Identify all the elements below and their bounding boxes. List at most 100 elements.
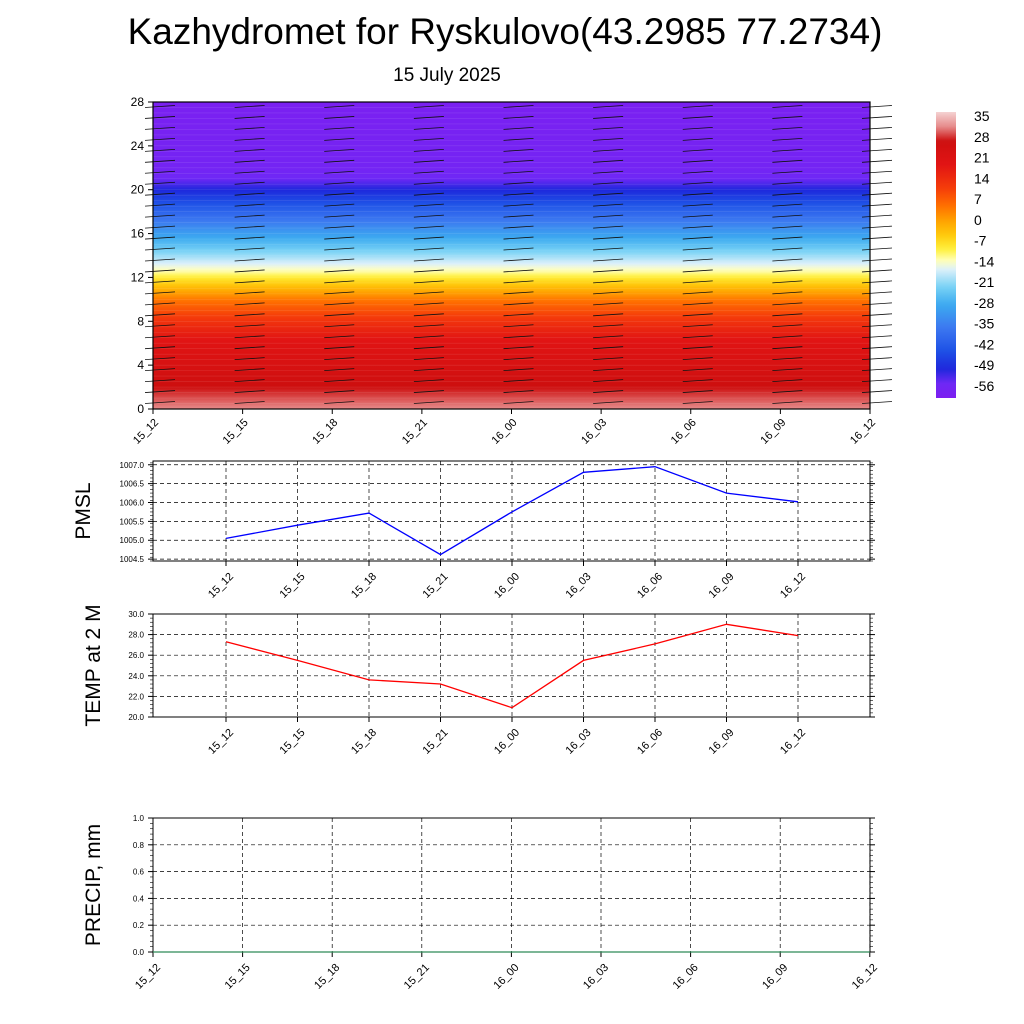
wind-barb [413, 181, 444, 185]
wind-barb [413, 159, 444, 163]
wind-barb [772, 236, 803, 240]
wind-barb [682, 346, 713, 350]
wind-barb [861, 203, 893, 207]
wind-barb [413, 368, 444, 372]
wind-barb [144, 116, 176, 119]
wind-barb [503, 214, 534, 218]
y-tick-label: 0.4 [133, 894, 145, 903]
wind-barb [503, 269, 534, 273]
wind-barb [324, 148, 355, 152]
x-tick-label: 15_15 [221, 417, 251, 447]
wind-barb [682, 181, 713, 185]
wind-barb [324, 291, 355, 295]
wind-barb [682, 324, 713, 328]
wind-barb [503, 313, 534, 317]
y-tick-label: 24.0 [128, 672, 144, 681]
colorbar-label: -14 [974, 253, 994, 269]
line-panel: 1004.5 1005.0 1005.5 1006.0 1006.5 1007.0 15_1… [72, 460, 875, 601]
wind-barb [861, 170, 893, 174]
x-tick-label: 16_12 [778, 571, 808, 601]
wind-barb [144, 170, 176, 174]
wind-barb [324, 214, 355, 218]
line-panel: 20.0 22.0 24.0 26.0 28.0 30.0 15_12 15_15 15_18 1… [82, 604, 875, 757]
wind-barb [324, 379, 355, 382]
x-tick-label: 16_12 [778, 727, 808, 757]
wind-barb [861, 148, 893, 152]
x-tick-label: 16_03 [564, 727, 594, 757]
wind-barb [144, 192, 176, 196]
x-tick-label: 15_21 [421, 571, 451, 601]
wind-barb [682, 269, 713, 273]
wind-barb [593, 379, 624, 382]
wind-barb [144, 247, 176, 251]
wind-barb [861, 390, 893, 393]
wind-barb [593, 401, 624, 404]
wind-barb [682, 280, 713, 284]
wind-barb [413, 192, 444, 196]
wind-barb [682, 192, 713, 196]
x-tick-label: 15_21 [402, 962, 432, 992]
y-tick-label: 8 [137, 314, 144, 328]
wind-barb [593, 116, 624, 119]
wind-barb [324, 225, 355, 229]
wind-barb [861, 258, 893, 262]
wind-barb [772, 225, 803, 229]
wind-barb [682, 116, 713, 119]
wind-barb [234, 116, 265, 119]
wind-barb [413, 236, 444, 240]
wind-barb [503, 181, 534, 185]
wind-barb [413, 105, 444, 108]
wind-barb [772, 346, 803, 350]
wind-barb [144, 401, 176, 404]
wind-barb [324, 390, 355, 393]
x-tick-label: 15_15 [278, 727, 308, 757]
wind-barb [413, 302, 444, 306]
x-tick-label: 16_03 [579, 417, 609, 447]
y-tick-label: 30.0 [128, 610, 144, 619]
x-tick-label: 15_21 [421, 727, 451, 757]
wind-barb [503, 170, 534, 174]
wind-barb [413, 137, 444, 141]
wind-barb [593, 324, 624, 328]
wind-barb [503, 291, 534, 295]
wind-barb [682, 258, 713, 262]
y-tick-label: 0 [137, 402, 144, 416]
wind-barb [324, 137, 355, 141]
wind-barb [413, 335, 444, 339]
heatmap-field [153, 102, 870, 409]
wind-barb [324, 324, 355, 328]
wind-barb [772, 357, 803, 361]
wind-barb [413, 313, 444, 317]
wind-barb [144, 214, 176, 218]
wind-barb [593, 390, 624, 393]
x-tick-label: 16_00 [492, 571, 522, 601]
x-tick-label: 15_18 [312, 962, 342, 992]
wind-barb [682, 291, 713, 295]
wind-barb [861, 335, 893, 339]
wind-barb [324, 357, 355, 361]
wind-barb [861, 159, 893, 163]
wind-barb [234, 280, 265, 284]
wind-barb [861, 247, 893, 251]
wind-barb [234, 203, 265, 207]
wind-barb [503, 346, 534, 350]
wind-barb [234, 269, 265, 273]
wind-barb [593, 280, 624, 284]
wind-barb [682, 368, 713, 372]
y-tick-label: 0.6 [133, 868, 145, 877]
wind-barb [772, 105, 803, 108]
wind-barb [324, 203, 355, 207]
wind-barb [772, 324, 803, 328]
wind-barb [234, 225, 265, 229]
wind-barb [772, 127, 803, 130]
wind-barb [682, 302, 713, 306]
wind-barb [682, 159, 713, 163]
wind-barb [772, 302, 803, 306]
y-tick-label: 20.0 [128, 713, 144, 722]
y-tick-label: 1005.5 [120, 517, 145, 526]
y-tick-label: 1007.0 [120, 461, 145, 470]
wind-barb [861, 280, 893, 284]
wind-barb [772, 181, 803, 185]
wind-barb [503, 258, 534, 262]
y-axis-title: PRECIP, mm [82, 824, 105, 946]
